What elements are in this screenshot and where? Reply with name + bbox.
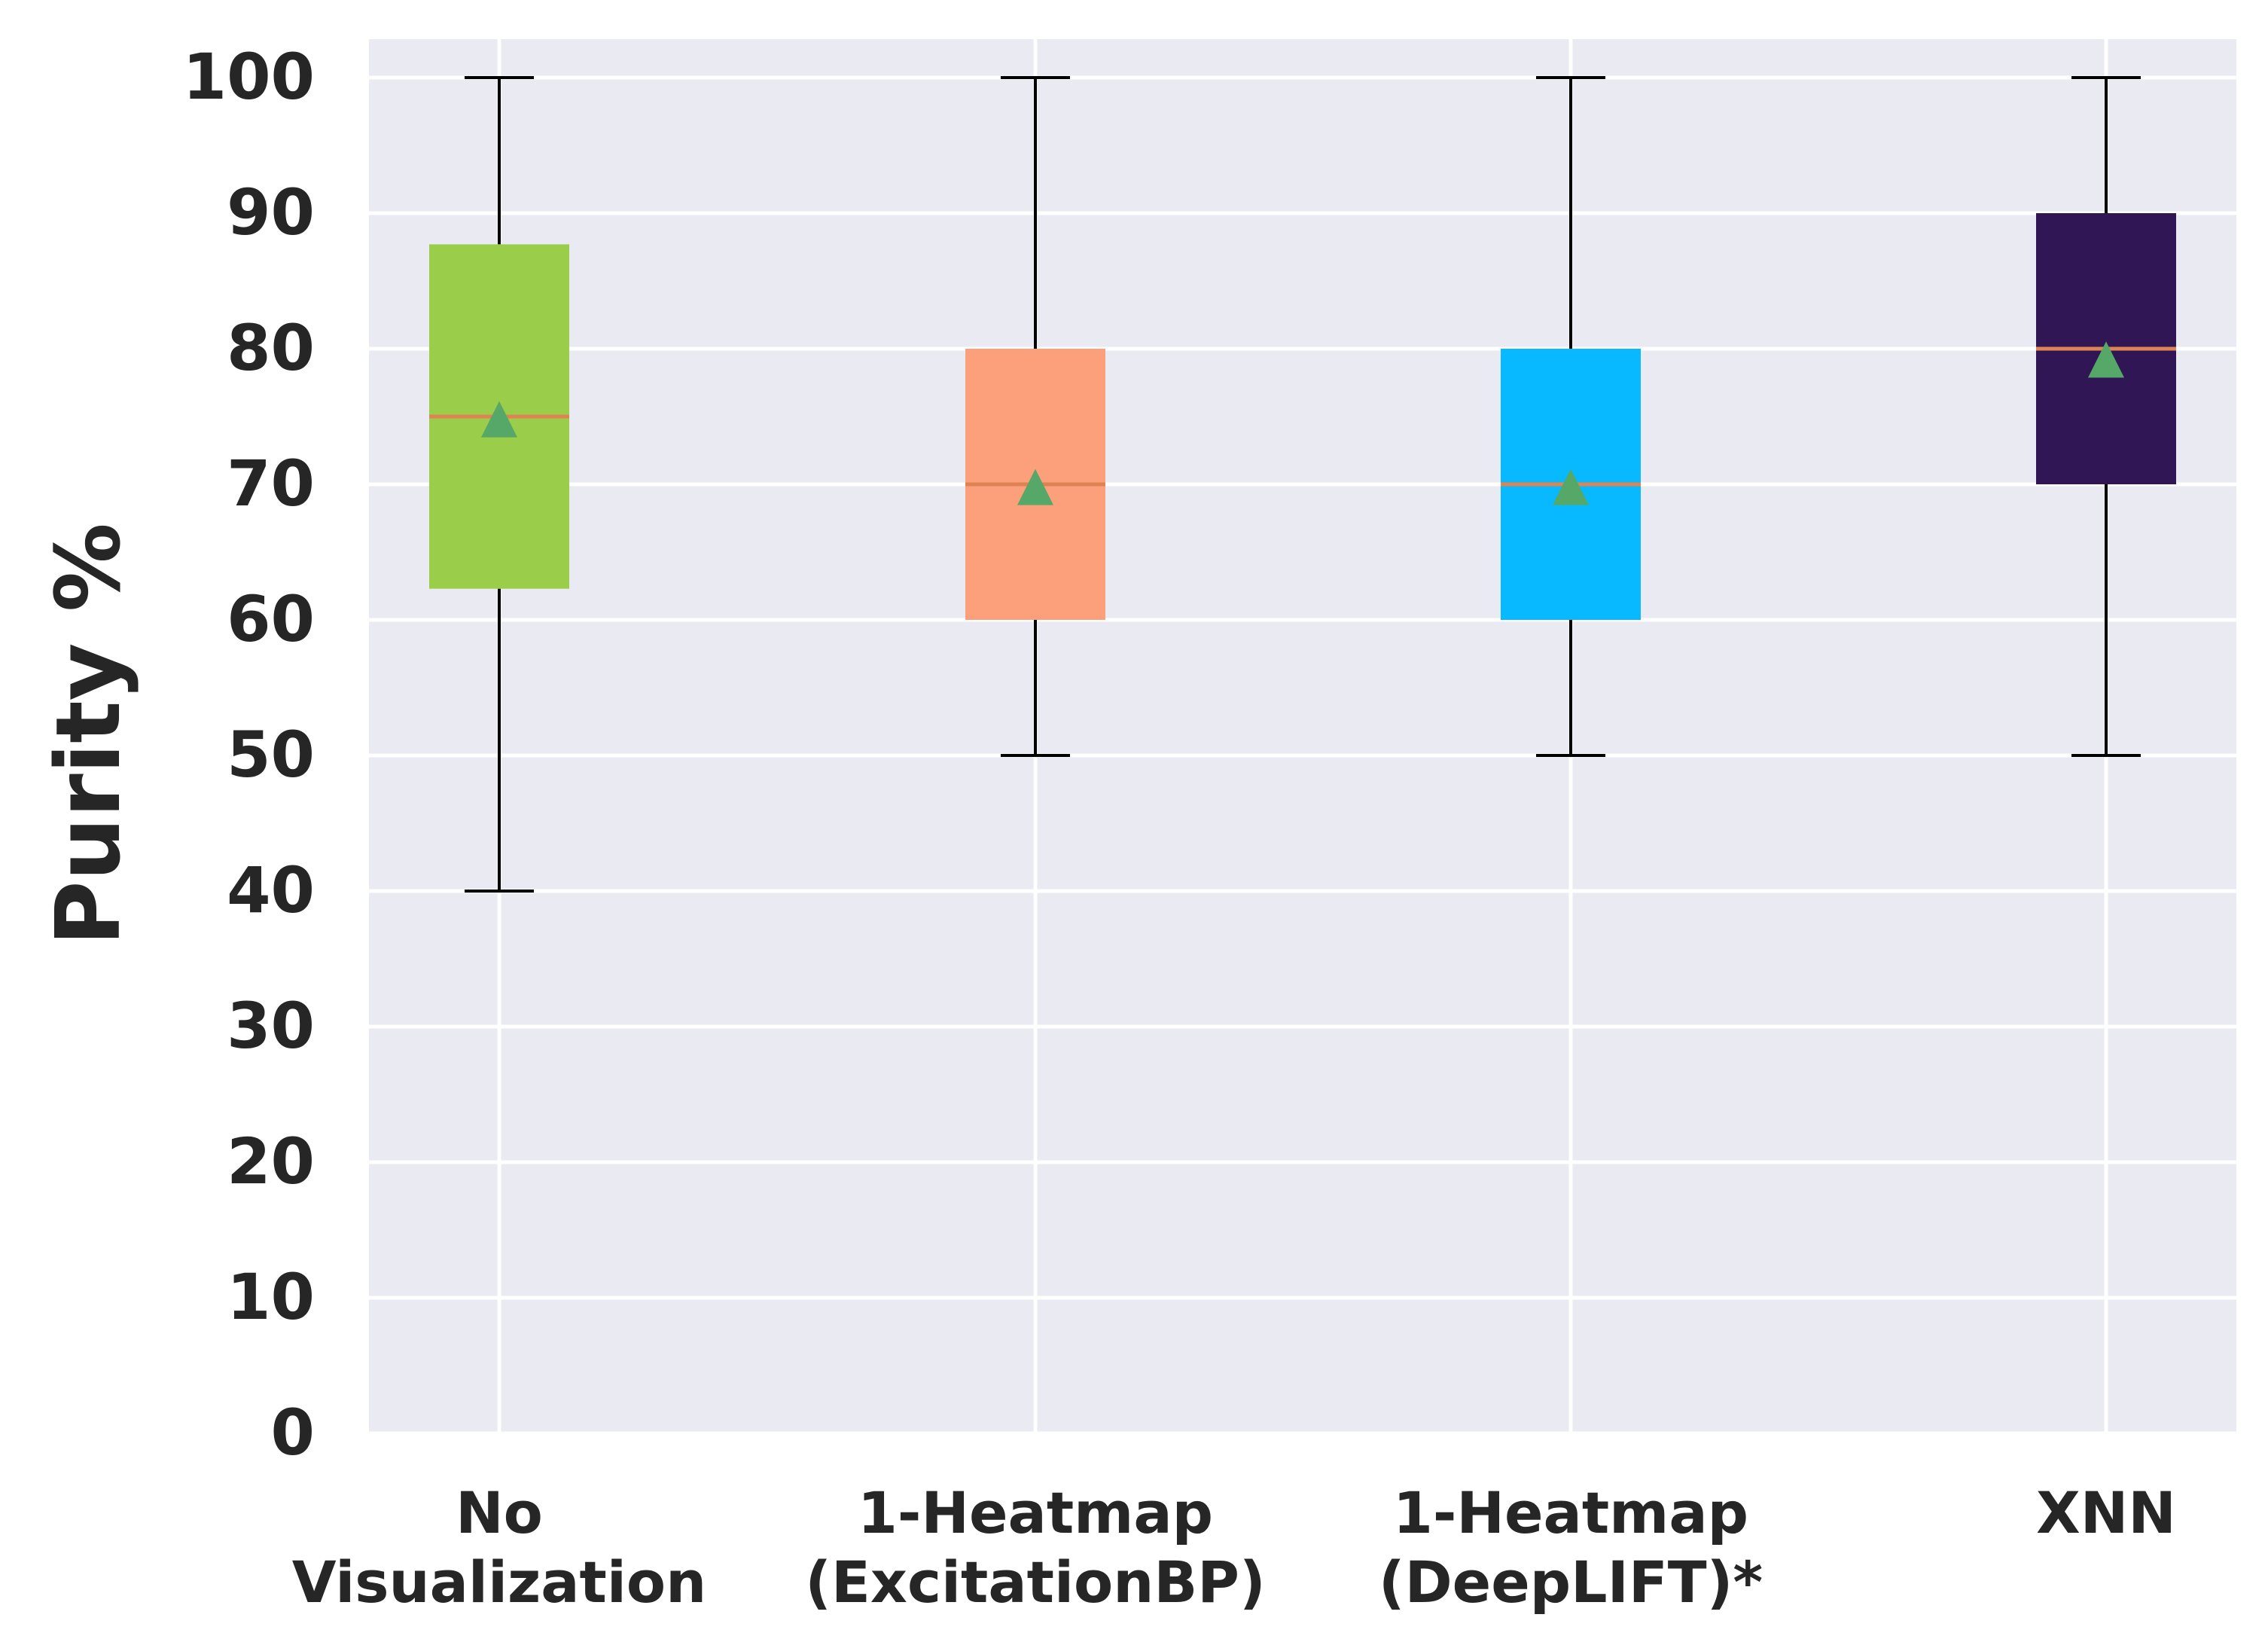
- x-tick-label: 1-Heatmap (ExcitationBP): [805, 1479, 1265, 1616]
- y-tick-label: 70: [227, 447, 315, 520]
- x-tick-label-line: (ExcitationBP): [805, 1549, 1265, 1616]
- x-tick-label-line: (DeepLIFT)*: [1379, 1549, 1763, 1616]
- x-tick-label: No Visualization: [292, 1479, 706, 1616]
- box-series: [429, 76, 2176, 893]
- mean-marker: [2088, 341, 2124, 378]
- mean-marker: [481, 401, 517, 438]
- y-tick-label: 0: [271, 1396, 315, 1469]
- y-axis-ticks: 0 10 20 30 40 50 60 70 80 90 100: [183, 40, 315, 1469]
- x-tick-label-line: Visualization: [292, 1549, 706, 1616]
- y-tick-label: 10: [227, 1260, 315, 1334]
- y-tick-label: 60: [227, 582, 315, 656]
- box-4: [2036, 76, 2176, 757]
- plot-area: [369, 39, 2236, 1433]
- y-axis-label: Purity %: [36, 523, 140, 946]
- y-tick-label: 90: [227, 175, 315, 249]
- x-tick-label-line: XNN: [2036, 1479, 2176, 1546]
- mean-marker: [1017, 468, 1053, 505]
- box-1: [429, 76, 569, 893]
- mean-marker: [1553, 468, 1589, 505]
- y-tick-label: 80: [227, 311, 315, 385]
- x-tick-label-line: 1-Heatmap: [1393, 1479, 1748, 1546]
- box-3: [1501, 76, 1641, 757]
- x-tick-label: XNN: [2036, 1479, 2176, 1546]
- y-tick-label: 100: [183, 40, 315, 114]
- y-tick-label: 50: [227, 718, 315, 792]
- x-tick-label: 1-Heatmap (DeepLIFT)*: [1379, 1479, 1763, 1616]
- y-tick-label: 20: [227, 1125, 315, 1198]
- box-2: [965, 76, 1105, 757]
- x-tick-label-line: 1-Heatmap: [858, 1479, 1213, 1546]
- y-tick-label: 40: [227, 853, 315, 927]
- y-tick-label: 30: [227, 989, 315, 1063]
- x-tick-label-line: No: [456, 1479, 543, 1546]
